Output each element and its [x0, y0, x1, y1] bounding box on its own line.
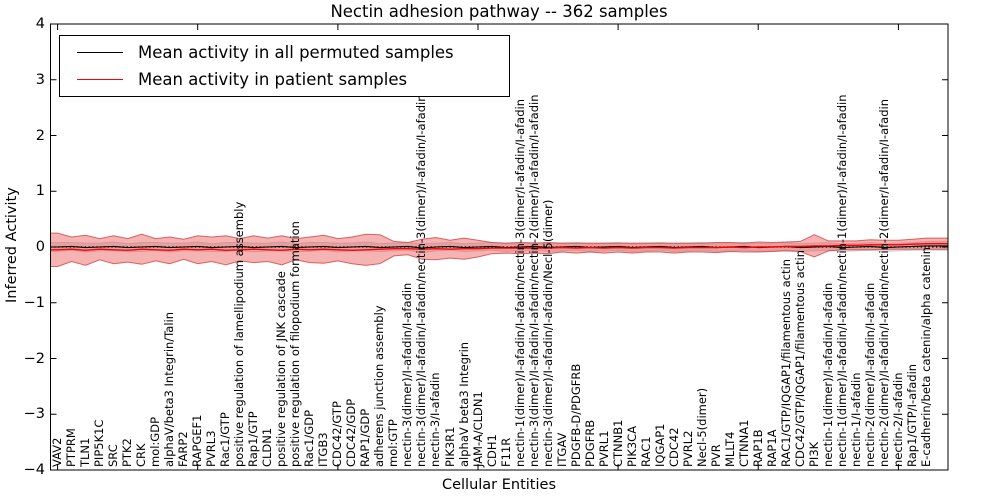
- x-tick-label: CDH1: [484, 434, 499, 467]
- legend-entry-patient: Mean activity in patient samples: [60, 70, 509, 89]
- x-tick-label: CDC42/GDP: [344, 398, 359, 467]
- x-tick-label: positive regulation of JNK cascade: [274, 271, 289, 467]
- x-tick-label: PVRL1: [596, 430, 611, 467]
- x-tick-label: PDGFRB: [582, 419, 597, 467]
- y-tick-label: 1: [35, 183, 45, 200]
- x-tick-label: PI3K: [806, 441, 821, 467]
- x-tick-label: nectin-2(dimer)/I-afadin/I-afadin: [862, 282, 877, 467]
- x-tick-label: FARP2: [176, 431, 191, 467]
- x-tick-label: RAP1B: [750, 429, 765, 467]
- x-tick-label: nectin-3(dimer)/I-afadin/I-afadin/nectin…: [526, 94, 541, 467]
- x-tick-label: Rap1/GTP: [246, 411, 261, 467]
- x-tick-label: SRC: [106, 444, 121, 467]
- plot-frame: [50, 23, 949, 471]
- y-tick-label: 3: [35, 71, 45, 88]
- y-tick-label: 2: [35, 127, 45, 144]
- x-tick-label: adherens junction assembly: [372, 305, 387, 467]
- x-tick-label: PIK3CA: [624, 425, 639, 467]
- y-tick-label: −1: [23, 294, 45, 311]
- y-tick-label: −4: [23, 462, 45, 478]
- red-line-swatch-icon: [77, 79, 123, 80]
- x-tick-label: Necl-5(dimer): [694, 387, 709, 467]
- x-tick-label: nectin-3(dimer)/I-afadin/I-afadin: [400, 282, 415, 467]
- x-tick-label: nectin-2/I-afadin: [890, 372, 905, 468]
- x-tick-label: Rac1/GDP: [302, 409, 317, 467]
- x-tick-label: nectin-3/I-afadin: [428, 372, 443, 468]
- x-tick-label: E-cadherin/beta catenin/alpha catenin: [918, 247, 933, 467]
- x-tick-label: mol:GTP: [386, 419, 401, 467]
- x-tick-label: nectin-3(dimer)/I-afadin/I-afadin/Necl-5…: [540, 199, 555, 467]
- x-tick-label: PTK2: [120, 438, 135, 467]
- legend-label-permuted: Mean activity in all permuted samples: [138, 43, 454, 62]
- x-tick-label: PVRL3: [204, 430, 219, 467]
- x-tick-label: CRK: [134, 443, 149, 467]
- x-tick-label: RAP1/GDP: [358, 408, 373, 467]
- x-tick-label: RAC1/GTP/IQGAP1/filamentous actin: [778, 259, 793, 467]
- x-tick-label: JAM-A/CLDN1: [470, 391, 485, 467]
- y-tick-label: −2: [23, 350, 45, 367]
- patient-mean-line: [50, 243, 948, 252]
- x-tick-label: CDC42: [666, 427, 681, 467]
- x-tick-label: F11R: [498, 437, 513, 467]
- x-tick-label: nectin-3(dimer)/I-afadin/I-afadin/nectin…: [414, 94, 429, 467]
- y-tick-label: −3: [23, 406, 45, 423]
- x-tick-label: alphaV beta3 Integrin: [456, 341, 471, 467]
- x-axis-label: Cellular Entities: [441, 477, 557, 493]
- x-tick-label: ITGAV: [554, 432, 569, 467]
- legend: Mean activity in all permuted samples Me…: [59, 35, 510, 97]
- x-tick-label: nectin-1(dimer)/I-afadin/I-afadin/nectin…: [512, 99, 527, 467]
- chart-title: Nectin adhesion pathway -- 362 samples: [330, 2, 668, 21]
- x-tick-label: PIP5K1C: [92, 419, 107, 467]
- y-tick-label: 0: [35, 239, 45, 255]
- x-tick-label: IQGAP1: [652, 423, 667, 467]
- x-tick-label: PDGFB-D/PDGFRB: [568, 363, 583, 467]
- legend-entry-permuted: Mean activity in all permuted samples: [60, 43, 509, 62]
- x-tick-label: Rac1/GTP: [218, 412, 233, 467]
- x-tick-label: PVR: [708, 444, 723, 467]
- x-tick-label: ITGB3: [316, 432, 331, 467]
- x-tick-label: nectin-1(dimer)/I-afadin/I-afadin: [820, 282, 835, 467]
- x-tick-label: RAC1: [638, 436, 653, 467]
- x-tick-label: positive regulation of lamellipodium ass…: [232, 201, 247, 467]
- x-tick-label: RAP1A: [764, 429, 779, 467]
- x-tick-label: PTPRM: [64, 428, 79, 467]
- x-tick-label: Rap1/GTP/I-afadin: [904, 363, 919, 467]
- x-tick-label: RAPGEF1: [190, 414, 205, 467]
- x-tick-label: TLN1: [78, 437, 93, 467]
- x-tick-label: CLDN1: [260, 427, 275, 467]
- x-tick-label: mol:GDP: [148, 416, 163, 467]
- x-tick-label: VAV2: [50, 437, 65, 467]
- x-tick-label: CTNNB1: [610, 419, 625, 467]
- x-tick-label: nectin-1/I-afadin: [848, 372, 863, 468]
- x-tick-label: alphaV/beta3 Integrin/Talin: [162, 311, 177, 467]
- x-tick-label: nectin-2(dimer)/I-afadin/I-afadin/nectin…: [876, 99, 891, 467]
- x-tick-label: CTNNA1: [736, 419, 751, 467]
- x-tick-label: MLLT4: [722, 431, 737, 468]
- y-tick-label: 4: [35, 16, 45, 32]
- black-line-swatch-icon: [77, 52, 123, 53]
- x-tick-label: positive regulation of filopodium format…: [288, 221, 303, 467]
- legend-label-patient: Mean activity in patient samples: [138, 70, 408, 89]
- x-tick-label: PVRL2: [680, 430, 695, 467]
- x-tick-label: CDC42/GTP: [330, 401, 345, 467]
- x-tick-label: PIK3R1: [442, 426, 457, 468]
- x-tick-label: CDC42/GTP/IQGAP1/filamentous actin: [792, 249, 807, 467]
- x-tick-label: nectin-1(dimer)/I-afadin/I-afadin/nectin…: [834, 94, 849, 467]
